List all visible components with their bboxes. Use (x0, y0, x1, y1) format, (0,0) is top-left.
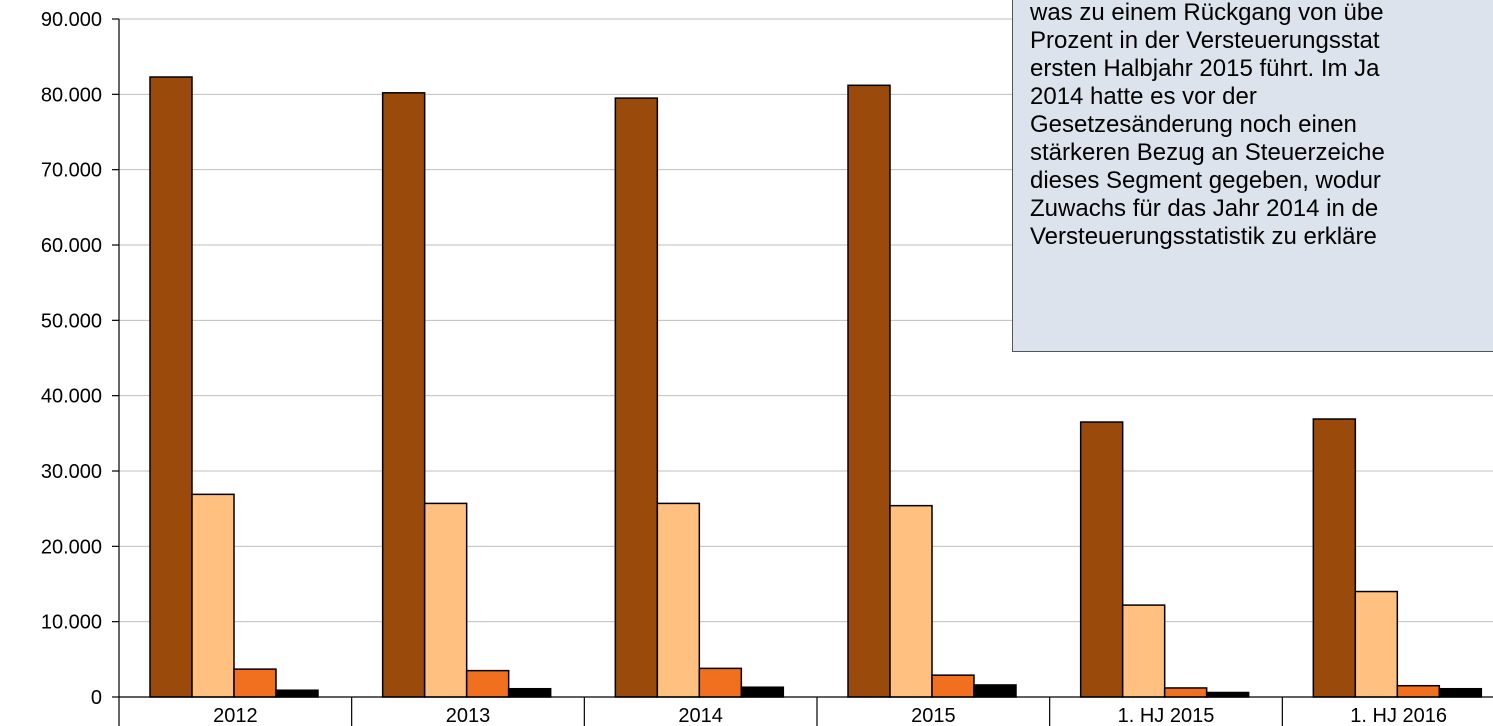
bars (149, 76, 1483, 698)
y-tick-label: 50.000 (41, 310, 102, 332)
bar (381, 92, 426, 698)
x-tick-label: 1. HJ 2016 (1350, 705, 1447, 726)
annotation-line: Versteuerungsstatistik zu erkläre (1030, 223, 1377, 250)
bar (149, 76, 193, 698)
bar (656, 502, 701, 698)
annotation-line: Gesetzesänderung noch einen (1030, 111, 1357, 138)
y-tick-label: 0 (91, 687, 102, 709)
y-tick-label: 40.000 (41, 386, 102, 408)
axes (112, 18, 1493, 726)
x-tick-label: 2015 (911, 705, 956, 726)
bar (614, 97, 659, 698)
bar (507, 687, 552, 698)
y-tick-labels: 0 10.000 20.000 30.000 40.000 50.000 60.000 70.… (41, 9, 102, 709)
bar (1079, 421, 1124, 698)
annotation-line: stärkeren Bezug an Steuerzeiche (1030, 139, 1385, 166)
bar (1312, 418, 1357, 698)
annotation-line: 2014 hatte es vor der (1030, 83, 1257, 110)
y-tick-label: 60.000 (41, 235, 102, 257)
bar (1438, 687, 1483, 698)
bar (740, 686, 785, 698)
annotation-line: dieses Segment gegeben, wodur (1030, 167, 1381, 194)
y-tick-label: 10.000 (41, 612, 102, 634)
bar (275, 689, 319, 698)
x-tick-label: 2012 (213, 705, 258, 726)
gridlines (119, 18, 1493, 623)
x-tick-labels: 2012 2013 2014 2015 1. HJ 2015 1. HJ 2016 (213, 705, 1447, 726)
bar (1121, 604, 1166, 698)
bar (698, 667, 743, 698)
annotation-textbox: was zu einem Rückgang von übe Prozent in… (1012, 0, 1493, 352)
annotation-line: ersten Halbjahr 2015 führt. Im Ja (1030, 55, 1380, 82)
x-tick-label: 1. HJ 2015 (1118, 705, 1215, 726)
annotation-line: Zuwachs für das Jahr 2014 in de (1030, 195, 1379, 222)
x-tick-label: 2013 (446, 705, 491, 726)
bar (465, 669, 510, 698)
bar (847, 84, 891, 698)
y-tick-label: 30.000 (41, 461, 102, 483)
bar (973, 684, 1017, 698)
y-tick-label: 70.000 (41, 160, 102, 182)
bar (1354, 590, 1399, 698)
bar (191, 493, 235, 698)
y-tick-label: 90.000 (41, 9, 102, 31)
annotation-line: was zu einem Rückgang von übe (1030, 0, 1384, 26)
annotation-line: Prozent in der Versteuerungsstat (1030, 27, 1380, 54)
y-tick-label: 20.000 (41, 536, 102, 558)
bar (931, 674, 975, 698)
bar (423, 502, 468, 698)
bar (1396, 684, 1441, 698)
bar (1163, 687, 1208, 698)
bar (1205, 691, 1250, 698)
y-tick-label: 80.000 (41, 84, 102, 106)
x-tick-label: 2014 (678, 705, 723, 726)
bar (233, 668, 277, 698)
bar (889, 504, 933, 698)
